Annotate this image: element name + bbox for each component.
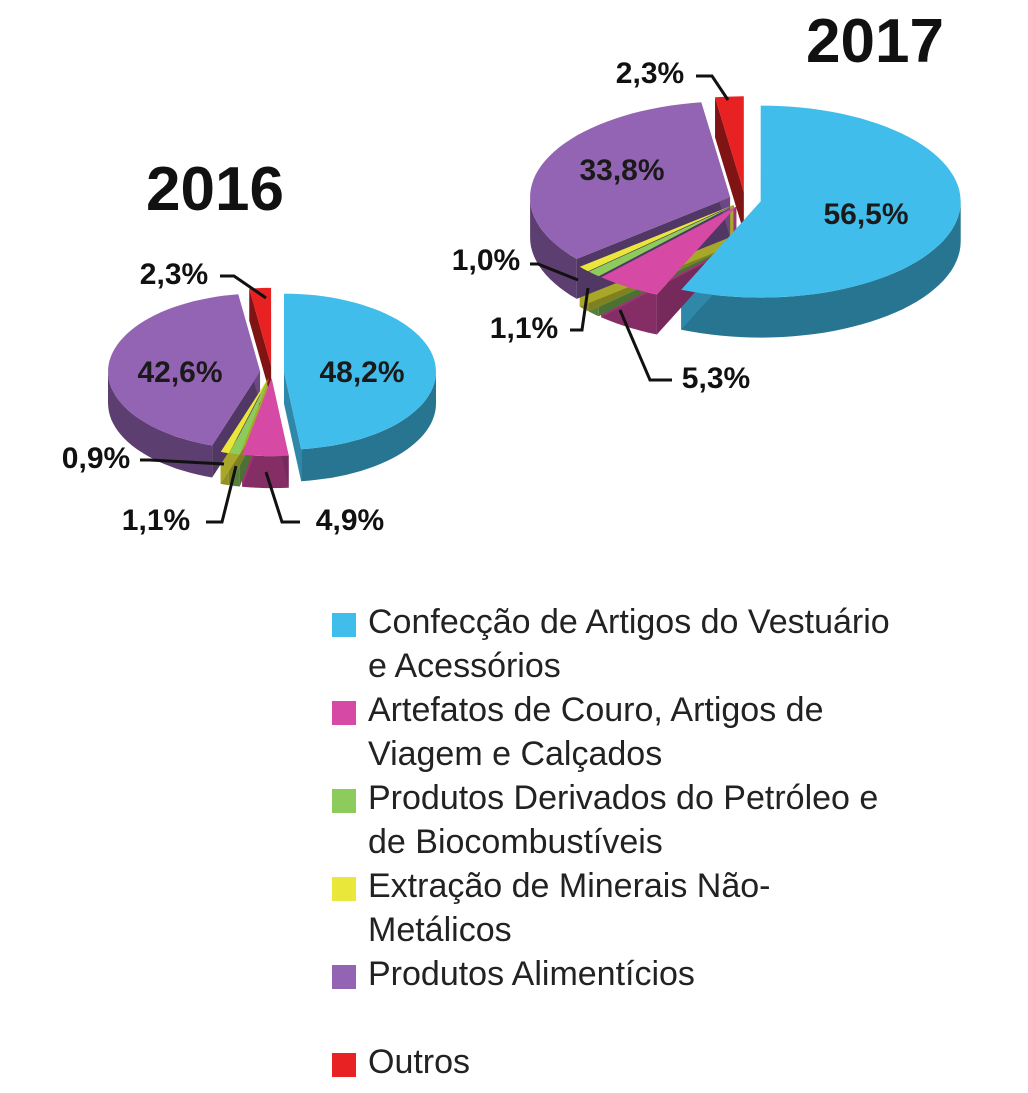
chart-title: 2017 <box>806 7 944 76</box>
pie-charts: 2016 48,2% 4,9% 1,1% 0,9% 42,6% 2,3% 2017 56,5% 5… <box>62 7 961 537</box>
legend-label-line2: Metálicos <box>368 911 512 949</box>
slice-produtos-derivados-do-petroleo-e-de-biocombustiveis <box>588 205 734 277</box>
legend-item-vestuario: Confecção de Artigos do Vestuário e Aces… <box>330 600 970 688</box>
legend-label-line2: e Acessórios <box>368 647 561 685</box>
leader-line <box>264 471 300 524</box>
slice-wall-outros <box>715 97 744 233</box>
slice-outros <box>715 96 744 193</box>
legend-swatch-petroleo <box>332 789 356 813</box>
data-label: 56,5% <box>823 198 908 231</box>
legend-item-alimenticios: Produtos Alimentícios <box>330 952 970 996</box>
legend-swatch-minerais <box>332 877 356 901</box>
legend-label-line1: Outros <box>368 1043 471 1081</box>
data-label: 4,9% <box>316 504 384 537</box>
slice-produtos-alimenticios <box>530 102 731 259</box>
slice-confeccao-de-artigos-do-vestuario-e-acessorios <box>681 105 961 298</box>
legend-swatch-outros <box>332 1053 356 1077</box>
legend-swatch-vestuario <box>332 613 356 637</box>
slice-side-produtos-alimenticios <box>108 371 213 478</box>
slice-produtos-alimenticios <box>108 294 261 446</box>
slice-wall-confeccao-de-artigos-do-vestuario-e-acessorios <box>283 371 302 482</box>
leader-line <box>530 262 579 282</box>
legend: Confecção de Artigos do Vestuário e Aces… <box>330 600 970 1084</box>
legend-swatch-couro <box>332 701 356 725</box>
legend-label-line2: de Biocombustíveis <box>368 823 663 861</box>
legend-label-line1: Confecção de Artigos do Vestuário <box>368 603 890 641</box>
slice-extracao-de-minerais-nao-metalicos <box>220 377 269 454</box>
leader-line <box>206 465 238 524</box>
data-label: 42,6% <box>137 356 222 389</box>
pie-2016: 2016 48,2% 4,9% 1,1% 0,9% 42,6% 2,3% <box>62 155 436 537</box>
chart-title: 2016 <box>146 155 284 224</box>
data-label: 2,3% <box>616 57 684 90</box>
data-label: 2,3% <box>140 258 208 291</box>
slice-extracao-de-minerais-nao-metalicos <box>579 205 734 272</box>
slice-side-confeccao-de-artigos-do-vestuario-e-acessorios <box>681 201 961 338</box>
data-label: 48,2% <box>319 356 404 389</box>
slice-side-confeccao-de-artigos-do-vestuario-e-acessorios <box>301 371 436 482</box>
data-label: 5,3% <box>682 362 750 395</box>
legend-swatch-alimenticios <box>332 965 356 989</box>
slice-wall-outros <box>249 288 272 398</box>
leader-line <box>220 274 267 300</box>
pie-2017: 2017 56,5% 5,3% 1,1% 1,0% 33,8% 2,3% <box>452 7 961 395</box>
leader-line <box>696 74 730 101</box>
slice-side-artefatos-de-couro-artigos-de-viagem-e-calcados <box>242 454 289 489</box>
legend-item-minerais: Extração de Minerais Não- Metálicos <box>330 864 970 952</box>
legend-label-line1: Artefatos de Couro, Artigos de <box>368 691 824 729</box>
legend-item-petroleo: Produtos Derivados do Petróleo e de Bioc… <box>330 776 970 864</box>
leader-line <box>570 287 590 332</box>
legend-label-line2: Viagem e Calçados <box>368 735 663 773</box>
slice-produtos-derivados-do-petroleo-e-de-biocombustiveis <box>229 377 270 455</box>
legend-label-line1: Produtos Alimentícios <box>368 955 695 993</box>
leader-line <box>140 458 225 466</box>
slice-artefatos-de-couro-artigos-de-viagem-e-calcados <box>601 206 737 295</box>
data-label: 1,0% <box>452 244 520 277</box>
data-label: 1,1% <box>122 504 190 537</box>
legend-item-outros: Outros <box>330 1040 970 1084</box>
data-label: 0,9% <box>62 442 130 475</box>
slice-artefatos-de-couro-artigos-de-viagem-e-calcados <box>242 378 289 457</box>
slice-confeccao-de-artigos-do-vestuario-e-acessorios <box>283 293 436 450</box>
slice-outros <box>249 287 272 366</box>
legend-item-couro: Artefatos de Couro, Artigos de Viagem e … <box>330 688 970 776</box>
legend-label-line1: Produtos Derivados do Petróleo e <box>368 779 879 817</box>
legend-label-line1: Extração de Minerais Não- <box>368 867 771 905</box>
data-label: 33,8% <box>579 154 664 187</box>
data-label: 1,1% <box>490 312 558 345</box>
leader-line <box>618 309 672 382</box>
